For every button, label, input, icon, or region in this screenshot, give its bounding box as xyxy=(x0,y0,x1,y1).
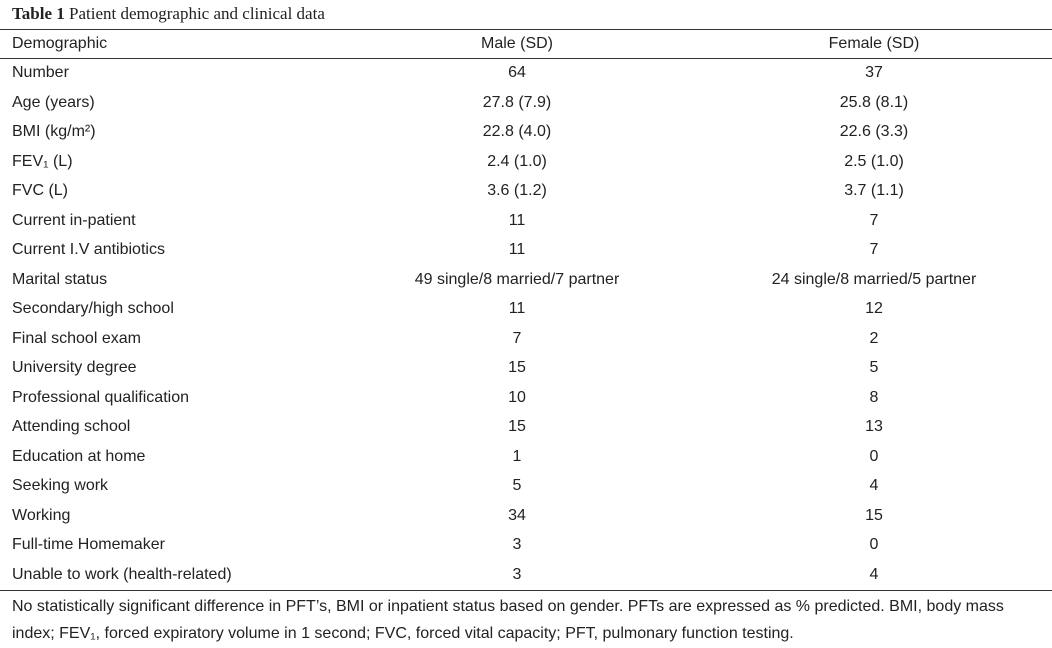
cell: 0 xyxy=(869,447,879,465)
cell: 7 xyxy=(869,241,879,259)
cell: 2.4 (1.0) xyxy=(487,152,547,170)
row-label: Attending school xyxy=(12,418,131,436)
cell: 11 xyxy=(508,241,526,259)
cell: 0 xyxy=(869,536,879,554)
cell: 3.7 (1.1) xyxy=(844,182,904,200)
cell: 4 xyxy=(869,566,879,583)
row-label: Working xyxy=(12,506,71,524)
cell: 10 xyxy=(508,388,526,406)
cell: 22.8 (4.0) xyxy=(482,123,552,141)
row-label: FVC (L) xyxy=(12,182,68,200)
bottom-rule xyxy=(0,590,1052,591)
table-title: Table 1 Patient demographic and clinical… xyxy=(12,4,325,24)
cell: 3 xyxy=(512,566,522,583)
row-label: University degree xyxy=(12,359,137,377)
cell: 49 single/8 married/7 partner xyxy=(414,270,620,288)
row-label: Number xyxy=(12,64,69,81)
row-label: Secondary/high school xyxy=(12,300,174,318)
cell: 37 xyxy=(865,64,883,81)
cell: 5 xyxy=(869,359,879,377)
cell: 11 xyxy=(508,211,526,229)
row-label: BMI (kg/m²) xyxy=(12,123,96,141)
cell: 13 xyxy=(865,418,883,436)
row-label: Current I.V antibiotics xyxy=(12,241,165,259)
cell: 7 xyxy=(512,329,522,347)
row-label: FEV₁ (L) xyxy=(12,152,73,170)
header-cell: Male (SD) xyxy=(480,35,553,52)
header-cell: Female (SD) xyxy=(828,35,920,52)
cell: 15 xyxy=(508,359,526,377)
cell: 12 xyxy=(865,300,883,318)
row-label: Final school exam xyxy=(12,329,141,347)
cell: 1 xyxy=(512,447,522,465)
cell: 64 xyxy=(508,64,526,81)
row-label: Professional qualification xyxy=(12,388,189,406)
cell: 3.6 (1.2) xyxy=(487,182,547,200)
row-label: Unable to work (health-related) xyxy=(12,566,232,583)
cell: 27.8 (7.9) xyxy=(482,93,552,111)
row-label: Current in-patient xyxy=(12,211,136,229)
title-label: Table 1 xyxy=(12,4,65,23)
cell: 2.5 (1.0) xyxy=(844,152,904,170)
cell: 34 xyxy=(508,506,526,524)
cell: 15 xyxy=(508,418,526,436)
top-rule xyxy=(0,29,1052,30)
header-cell: Demographic xyxy=(12,35,108,52)
cell: 15 xyxy=(865,506,883,524)
row-label: Marital status xyxy=(12,270,108,288)
header-rule xyxy=(0,58,1052,59)
cell: 22.6 (3.3) xyxy=(839,123,909,141)
cell: 4 xyxy=(869,477,879,495)
cell: 2 xyxy=(869,329,879,347)
cell: 11 xyxy=(508,300,526,318)
cell: 8 xyxy=(869,388,879,406)
row-label: Age (years) xyxy=(12,93,95,111)
cell: 3 xyxy=(512,536,522,554)
title-text: Patient demographic and clinical data xyxy=(69,4,325,23)
cell: 5 xyxy=(512,477,522,495)
cell: 24 single/8 married/5 partner xyxy=(771,270,977,288)
row-label: Education at home xyxy=(12,447,146,465)
row-label: Seeking work xyxy=(12,477,109,495)
footnote: No statistically significant difference … xyxy=(12,598,1004,642)
cell: 7 xyxy=(869,211,879,229)
cell: 25.8 (8.1) xyxy=(839,93,909,111)
row-label: Full-time Homemaker xyxy=(12,536,165,554)
